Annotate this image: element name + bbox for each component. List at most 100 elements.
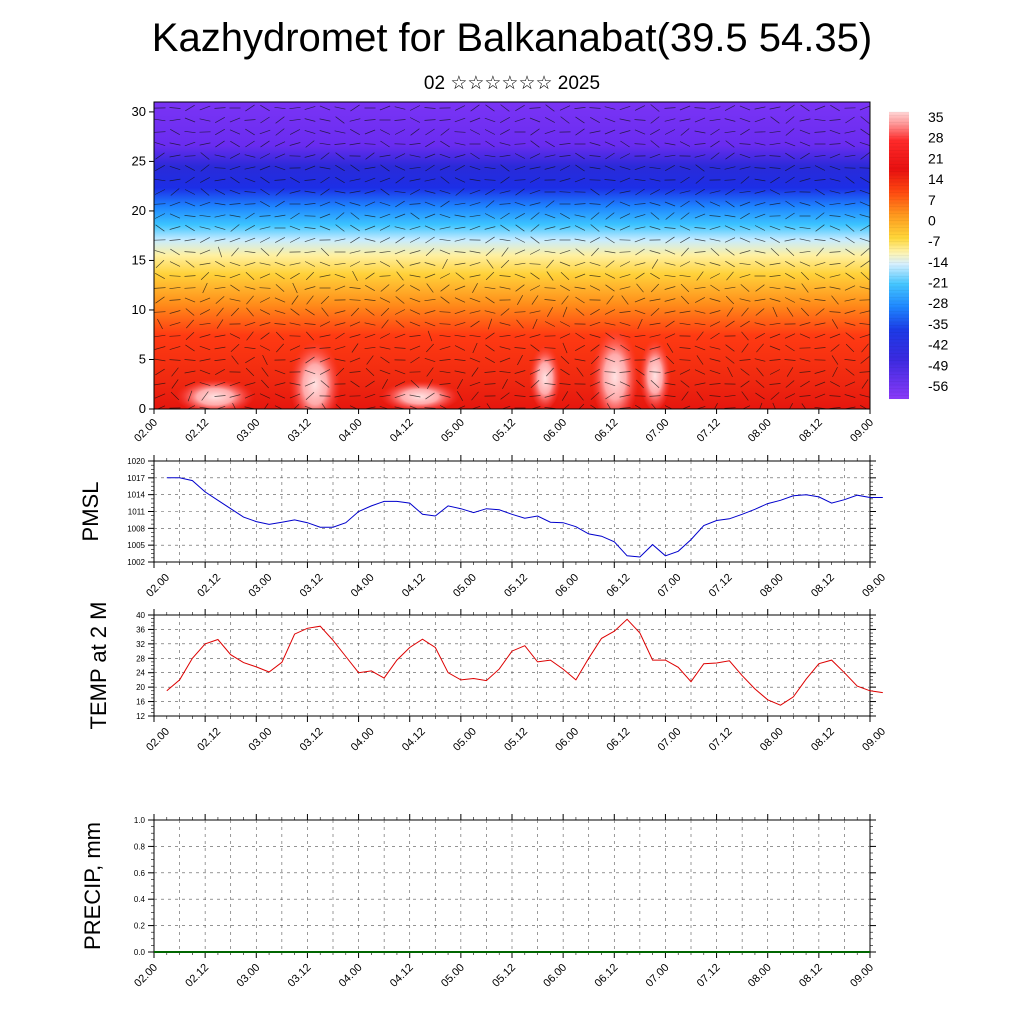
wind-barb	[695, 200, 705, 208]
wind-barb	[484, 383, 496, 385]
wind-barb	[169, 335, 181, 337]
wind-barb	[454, 177, 466, 183]
wind-barb	[544, 347, 556, 349]
precip-x-tick-label: 06.00	[541, 962, 569, 990]
wind-barb	[589, 142, 601, 146]
wind-barb	[427, 330, 433, 342]
wind-barb	[364, 262, 376, 266]
wind-barb	[544, 299, 556, 301]
wind-barb	[815, 200, 825, 208]
wind-barb	[650, 140, 660, 148]
wind-barb	[605, 200, 615, 208]
wind-barb	[319, 142, 331, 146]
wind-barb	[349, 142, 361, 146]
wind-barb	[364, 177, 376, 183]
wind-barb	[499, 203, 511, 205]
wind-barb	[335, 367, 345, 377]
wind-barb	[379, 261, 391, 267]
wind-barb	[649, 178, 661, 182]
wind-barb	[454, 226, 466, 230]
wind-barb	[500, 224, 510, 232]
wind-barb	[800, 380, 810, 388]
wind-barb	[529, 166, 541, 170]
wind-barb	[275, 200, 285, 208]
wind-barb	[844, 394, 856, 398]
wind-barb	[379, 213, 391, 219]
wind-barb	[171, 367, 179, 377]
colorbar-label: -7	[928, 233, 941, 249]
wind-barb	[424, 357, 436, 363]
wind-barb	[530, 406, 541, 409]
wind-barb	[319, 334, 331, 338]
temp-x-tick-label: 09.00	[860, 726, 888, 754]
wind-barb	[469, 262, 481, 266]
wind-barb	[679, 225, 691, 231]
wind-barb	[529, 177, 541, 183]
temp-ylabel: TEMP at 2 M	[86, 602, 111, 730]
wind-barb	[799, 250, 811, 254]
wind-barb	[696, 271, 704, 281]
wind-barb	[590, 308, 600, 316]
wind-barb	[394, 153, 406, 159]
wind-barb	[559, 261, 571, 267]
wind-barb	[289, 225, 301, 231]
wind-barb	[454, 131, 466, 133]
colorbar-label: -14	[928, 254, 948, 270]
wind-barb	[229, 189, 241, 195]
wind-barb	[739, 143, 751, 145]
wind-barb	[214, 154, 226, 158]
wind-barb	[260, 104, 270, 112]
wind-barb	[784, 359, 796, 361]
wind-barb	[589, 285, 601, 291]
wind-barb	[426, 343, 434, 353]
wind-barb	[635, 188, 645, 196]
wind-barb	[772, 306, 778, 318]
wind-barb	[470, 152, 480, 160]
section-x-tick-label: 06.12	[592, 417, 620, 445]
wind-barb	[440, 128, 450, 136]
wind-barb	[576, 367, 584, 377]
wind-barb	[425, 392, 435, 400]
wind-barb	[409, 297, 421, 303]
wind-barb	[154, 311, 166, 313]
section-x-tick-label: 07.12	[695, 417, 723, 445]
wind-barb	[155, 224, 165, 232]
wind-barb	[709, 201, 721, 207]
wind-barb	[739, 262, 751, 266]
wind-barb	[259, 287, 271, 289]
wind-barb	[424, 225, 436, 231]
wind-barb	[800, 307, 810, 317]
wind-barb	[680, 128, 690, 136]
wind-barb	[814, 105, 826, 111]
hot-core-3	[639, 334, 671, 409]
wind-barb	[170, 391, 180, 401]
wind-barb	[650, 283, 660, 293]
wind-barb	[679, 105, 691, 111]
wind-barb	[154, 346, 166, 350]
wind-barb	[394, 249, 406, 255]
wind-barb	[442, 258, 448, 270]
wind-barb	[515, 188, 525, 196]
wind-barb	[274, 297, 286, 303]
pmsl-x-tick-label: 07.00	[656, 572, 684, 600]
wind-barb	[289, 118, 301, 122]
wind-barb	[544, 213, 556, 219]
wind-barb	[259, 226, 271, 230]
wind-barb	[424, 201, 436, 207]
wind-barb	[289, 106, 301, 110]
wind-barb	[169, 275, 181, 277]
hot-core-0	[289, 336, 341, 409]
wind-barb	[664, 142, 676, 146]
wind-barb	[709, 346, 721, 350]
wind-barb	[590, 116, 600, 124]
wind-barb	[709, 273, 721, 279]
wind-barb	[260, 140, 270, 148]
wind-barb	[394, 309, 406, 315]
wind-barb	[469, 357, 481, 363]
wind-barb	[394, 226, 406, 230]
temp-x-tick-label: 02.12	[195, 726, 223, 754]
wind-barb	[199, 262, 211, 266]
wind-barb	[199, 214, 211, 218]
pmsl-panel: 1002 1005 1008 1011 1014 1017 1020 02.00 02.12 03…	[78, 455, 888, 600]
wind-barb	[154, 213, 166, 219]
